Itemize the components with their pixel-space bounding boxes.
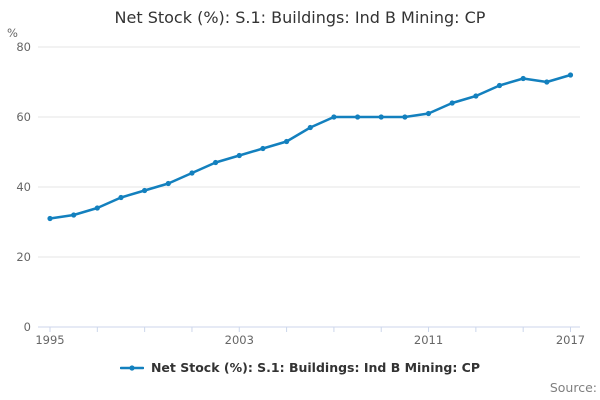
- data-point-marker[interactable]: [260, 145, 266, 152]
- data-point-marker[interactable]: [307, 124, 313, 131]
- data-point-marker[interactable]: [94, 205, 100, 211]
- x-axis-tick-label: 2003: [225, 333, 254, 347]
- data-point-marker[interactable]: [355, 114, 361, 120]
- data-point-marker[interactable]: [520, 75, 526, 82]
- x-axis-tick-label: 1995: [35, 333, 64, 347]
- y-axis-tick-label: 20: [16, 250, 31, 264]
- data-point-marker[interactable]: [284, 138, 290, 145]
- data-point-marker[interactable]: [165, 180, 171, 187]
- chart-title: Net Stock (%): S.1: Buildings: Ind B Min…: [114, 8, 486, 27]
- data-point-marker[interactable]: [331, 114, 337, 120]
- y-axis-tick-label: 0: [24, 320, 31, 334]
- y-axis-tick-label: 60: [16, 110, 31, 124]
- data-point-marker[interactable]: [567, 72, 574, 78]
- data-point-marker[interactable]: [544, 79, 550, 85]
- data-point-marker[interactable]: [425, 110, 432, 117]
- legend-label: Net Stock (%): S.1: Buildings: Ind B Min…: [150, 360, 481, 375]
- data-point-marker[interactable]: [213, 159, 219, 166]
- plot-area: 0 20 40 60 80 1995 2003 2011 2017: [16, 40, 585, 347]
- data-point-marker[interactable]: [118, 194, 124, 201]
- data-point-marker[interactable]: [189, 170, 195, 176]
- y-axis-tick-label: 80: [16, 40, 31, 54]
- data-point-marker[interactable]: [402, 114, 408, 120]
- y-axis-unit-label: %: [7, 26, 18, 40]
- series-line: [48, 73, 572, 220]
- data-point-marker[interactable]: [71, 212, 77, 218]
- y-axis-tick-label: 40: [16, 180, 31, 194]
- data-point-marker[interactable]: [449, 100, 455, 106]
- data-point-marker[interactable]: [473, 93, 479, 99]
- legend-marker-icon: [119, 364, 144, 371]
- data-point-marker[interactable]: [142, 187, 148, 194]
- source-label: Source:: [549, 380, 597, 395]
- x-axis-tick-label: 2017: [556, 333, 585, 347]
- data-point-marker[interactable]: [378, 114, 384, 120]
- data-point-marker[interactable]: [496, 82, 503, 89]
- legend-line-glyph: [129, 364, 135, 371]
- data-point-marker[interactable]: [47, 215, 53, 222]
- x-axis-tick-label: 2011: [414, 333, 443, 347]
- data-point-marker[interactable]: [236, 152, 242, 159]
- legend-item[interactable]: Net Stock (%): S.1: Buildings: Ind B Min…: [0, 360, 600, 375]
